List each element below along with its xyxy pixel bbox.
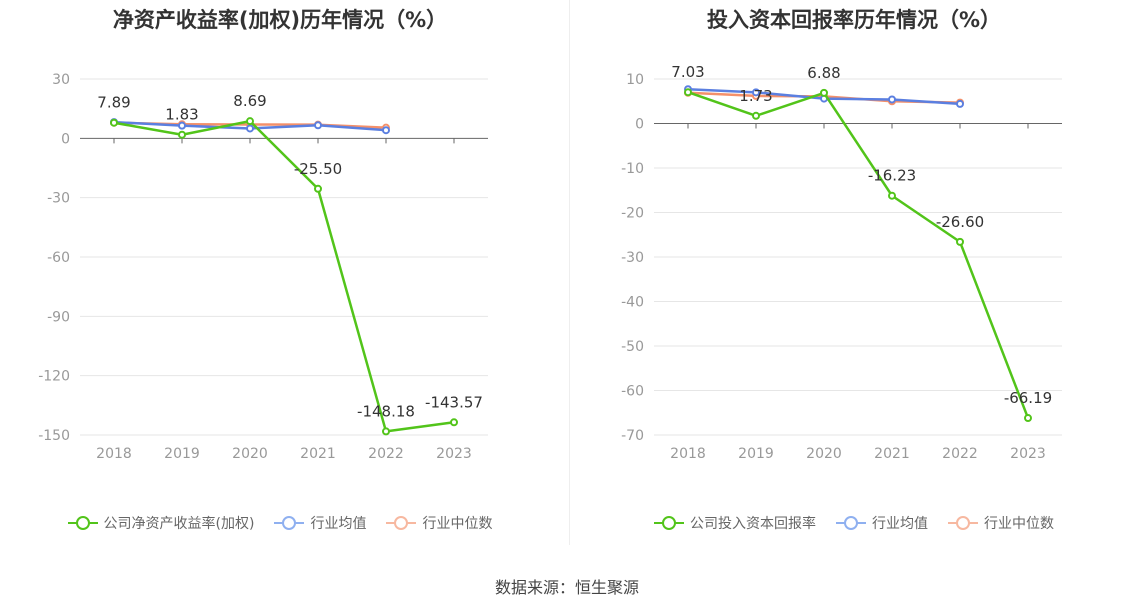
data-label: -143.57 (425, 393, 483, 411)
legend-line-marker-icon (67, 516, 98, 530)
roe-chart-plot: 30 0 -30 -60 -90 -120 -150 2018 2019 2020 2021 2022… (38, 72, 488, 462)
legend-label: 行业中位数 (984, 516, 1054, 532)
x-tick-label: 2020 (806, 446, 842, 462)
y-tick-label: -60 (621, 384, 644, 400)
x-tick-label: 2022 (368, 446, 404, 462)
roic-chart-panel: 投入资本回报率历年情况（%） 10 0 -10 -20 -30 -40 -50 -60 -70 2… (574, 0, 1134, 560)
company-data-point (314, 184, 322, 193)
company-data-point (752, 111, 760, 120)
x-tick-label: 2023 (1010, 446, 1046, 462)
company-data-point (450, 418, 458, 427)
company-data-point (684, 88, 692, 97)
company-data-point (888, 191, 896, 200)
industry-data-point (382, 126, 390, 135)
legend-label: 公司投入资本回报率 (690, 516, 816, 532)
y-tick-label: -50 (621, 339, 644, 355)
y-tick-label: -70 (621, 428, 644, 444)
y-tick-label: -10 (621, 161, 644, 177)
x-tick-label: 2021 (874, 446, 910, 462)
y-tick-label: 10 (626, 72, 644, 88)
y-tick-label: -60 (47, 250, 70, 266)
company-data-point (382, 427, 390, 436)
x-tick-label: 2023 (436, 446, 472, 462)
y-tick-label: 0 (61, 131, 70, 147)
legend-label: 行业均值 (872, 516, 928, 532)
legend-line-marker-icon (836, 516, 866, 530)
y-tick-label: -40 (621, 295, 644, 311)
industry-data-point (888, 95, 896, 104)
y-tick-label: 30 (52, 72, 70, 88)
industry-data-point (752, 88, 760, 97)
x-tick-label: 2020 (232, 446, 268, 462)
y-tick-label: 0 (635, 117, 644, 133)
legend-item-industry-median[interactable]: 行业中位数 (948, 513, 1054, 533)
roic-chart-title: 投入资本回报率历年情况（%） (706, 8, 1002, 32)
y-tick-label: -30 (47, 191, 70, 207)
data-source-note: 数据来源：恒生聚源 (494, 578, 639, 597)
roic-chart-legend: 公司投入资本回报率 行业均值 行业中位数 (574, 510, 1134, 536)
y-tick-label: -150 (38, 428, 70, 444)
company-series-line (113, 119, 455, 433)
x-tick-label: 2019 (164, 446, 200, 462)
legend-line-marker-icon (386, 516, 417, 530)
legend-line-marker-icon (654, 516, 684, 530)
x-tick-label: 2019 (738, 446, 774, 462)
roe-chart-legend: 公司净资产收益率(加权) 行业均值 行业中位数 (0, 510, 560, 536)
legend-item-industry-average[interactable]: 行业均值 (274, 513, 366, 533)
x-tick-label: 2018 (96, 446, 132, 462)
roe-chart-panel: 净资产收益率(加权)历年情况（%） 30 0 -30 -60 -90 -120 -150 20… (0, 0, 560, 560)
industry-data-point (956, 99, 964, 108)
industry-data-point (314, 121, 322, 130)
legend-line-marker-icon (274, 516, 305, 530)
data-label: -25.50 (294, 160, 342, 178)
company-data-point (178, 130, 186, 139)
data-label: 7.03 (671, 63, 704, 81)
industry-data-point (246, 124, 254, 133)
y-tick-label: -30 (621, 250, 644, 266)
data-label: 1.83 (165, 106, 198, 124)
company-data-point (110, 118, 118, 127)
company-data-point (1024, 414, 1032, 423)
data-label: 7.89 (97, 94, 130, 112)
panel-divider (569, 0, 570, 545)
x-tick-label: 2022 (942, 446, 978, 462)
legend-label: 行业均值 (310, 516, 367, 532)
y-tick-label: -90 (47, 309, 70, 325)
legend-item-company-roic[interactable]: 公司投入资本回报率 (654, 513, 816, 533)
legend-label: 公司净资产收益率(加权) (103, 516, 255, 532)
roic-chart-plot: 10 0 -10 -20 -30 -40 -50 -60 -70 2018 2019 2020 2021… (621, 63, 1062, 462)
data-label: -66.19 (1004, 389, 1052, 407)
company-data-point (820, 88, 828, 97)
industry-data-point (178, 121, 186, 130)
y-tick-label: -120 (38, 369, 70, 385)
x-tick-label: 2018 (670, 446, 706, 462)
company-data-point (246, 117, 254, 126)
data-label: -26.60 (936, 213, 984, 231)
legend-item-industry-average[interactable]: 行业均值 (836, 513, 928, 533)
data-label: 8.69 (233, 92, 266, 110)
legend-line-marker-icon (948, 516, 978, 530)
data-label: 1.73 (739, 87, 772, 105)
x-tick-label: 2021 (300, 446, 336, 462)
legend-item-industry-median[interactable]: 行业中位数 (386, 513, 492, 533)
legend-label: 行业中位数 (422, 516, 493, 532)
data-label: -148.18 (357, 402, 415, 420)
legend-item-company-roe[interactable]: 公司净资产收益率(加权) (67, 513, 255, 533)
y-tick-label: -20 (621, 206, 644, 222)
roe-chart-title: 净资产收益率(加权)历年情况（%） (112, 8, 448, 32)
data-label: 6.88 (807, 64, 840, 82)
data-label: -16.23 (868, 167, 916, 185)
company-data-point (956, 237, 964, 246)
company-series-line (687, 91, 1030, 419)
